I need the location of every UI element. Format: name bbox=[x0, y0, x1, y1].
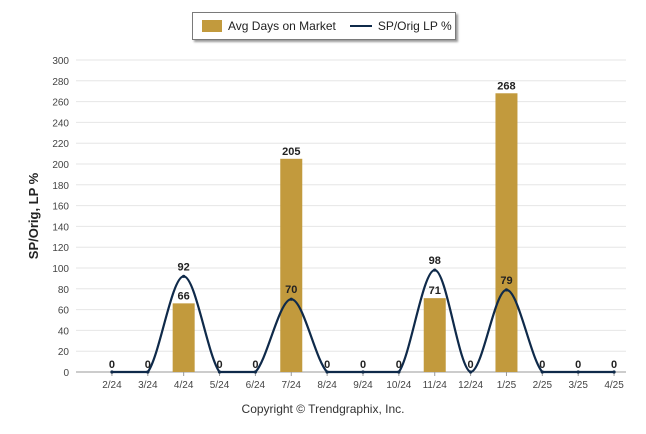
legend-bar-swatch bbox=[202, 20, 222, 32]
line-point bbox=[217, 370, 222, 374]
line-point bbox=[289, 297, 293, 301]
bar-data-label: 0 bbox=[539, 359, 545, 371]
bar-data-label: 0 bbox=[575, 359, 581, 371]
bar-data-label: 71 bbox=[429, 285, 441, 297]
y-tick-label: 200 bbox=[52, 160, 69, 171]
legend-item-line: SP/Orig LP % bbox=[349, 19, 452, 33]
x-tick-label: 11/24 bbox=[423, 380, 448, 391]
y-tick-label: 80 bbox=[58, 285, 70, 296]
legend: Avg Days on Market SP/Orig LP % bbox=[192, 12, 456, 40]
line-point bbox=[253, 370, 257, 374]
y-tick-label: 180 bbox=[52, 181, 69, 192]
line-point bbox=[540, 370, 544, 374]
y-tick-label: 100 bbox=[52, 264, 69, 275]
x-tick-label: 12/24 bbox=[458, 380, 483, 391]
bar-data-label: 0 bbox=[611, 359, 617, 371]
line-point bbox=[576, 370, 580, 374]
line-data-label: 98 bbox=[429, 255, 441, 267]
x-tick-label: 3/24 bbox=[138, 380, 158, 391]
line-point bbox=[182, 274, 186, 278]
x-tick-label: 2/25 bbox=[533, 380, 553, 391]
bar-data-label: 0 bbox=[216, 359, 222, 371]
y-axis-label: SP/Orig, LP % bbox=[26, 172, 41, 259]
y-tick-label: 0 bbox=[63, 368, 69, 379]
y-tick-label: 220 bbox=[52, 139, 69, 150]
line-data-label: 92 bbox=[178, 261, 190, 273]
bar-data-label: 0 bbox=[324, 359, 330, 371]
y-tick-label: 300 bbox=[52, 56, 69, 67]
bar-data-label: 0 bbox=[360, 359, 366, 371]
line-point bbox=[469, 370, 473, 374]
y-tick-label: 60 bbox=[58, 306, 70, 317]
legend-line-swatch bbox=[349, 25, 372, 27]
line-point bbox=[433, 268, 437, 272]
y-tick-label: 140 bbox=[52, 222, 69, 233]
x-tick-label: 6/24 bbox=[246, 380, 266, 391]
x-tick-label: 9/24 bbox=[353, 380, 373, 391]
x-tick-label: 10/24 bbox=[386, 380, 411, 391]
x-tick-label: 2/24 bbox=[102, 380, 122, 391]
bar bbox=[172, 303, 195, 372]
bar-data-label: 0 bbox=[252, 359, 258, 371]
y-tick-label: 20 bbox=[58, 347, 70, 358]
line-point bbox=[361, 370, 365, 374]
legend-line-label: SP/Orig LP % bbox=[377, 19, 452, 33]
line-data-label: 70 bbox=[285, 284, 297, 296]
legend-bar-label: Avg Days on Market bbox=[228, 19, 336, 33]
x-tick-label: 5/24 bbox=[210, 380, 230, 391]
bar-data-label: 268 bbox=[497, 80, 515, 92]
line-point bbox=[612, 370, 616, 374]
bar bbox=[423, 298, 446, 372]
bar-data-label: 0 bbox=[468, 359, 474, 371]
bar-data-label: 0 bbox=[145, 359, 151, 371]
line-point bbox=[325, 370, 329, 374]
bar-data-label: 0 bbox=[396, 359, 402, 371]
bar bbox=[280, 158, 303, 372]
x-tick-label: 1/25 bbox=[497, 380, 517, 391]
line-point bbox=[397, 370, 401, 374]
copyright: Copyright © Trendgraphix, Inc. bbox=[241, 402, 405, 416]
x-tick-label: 7/24 bbox=[282, 380, 302, 391]
y-tick-label: 240 bbox=[52, 118, 69, 129]
legend-item-bar: Avg Days on Market bbox=[202, 19, 336, 33]
bar-data-label: 0 bbox=[109, 359, 115, 371]
x-tick-label: 4/24 bbox=[174, 380, 194, 391]
y-tick-label: 120 bbox=[52, 243, 69, 254]
bar-data-label: 66 bbox=[178, 290, 190, 302]
x-tick-label: 3/25 bbox=[568, 380, 588, 391]
y-tick-label: 260 bbox=[52, 98, 69, 109]
line-point bbox=[110, 370, 114, 374]
x-tick-label: 4/25 bbox=[604, 380, 624, 391]
line-point bbox=[146, 370, 150, 374]
y-tick-label: 40 bbox=[58, 326, 70, 337]
line-data-label: 79 bbox=[500, 275, 512, 287]
bar-data-label: 205 bbox=[282, 146, 300, 158]
x-tick-label: 8/24 bbox=[317, 380, 337, 391]
y-tick-label: 160 bbox=[52, 202, 69, 213]
y-tick-label: 280 bbox=[52, 77, 69, 88]
bar bbox=[495, 93, 518, 372]
line-point bbox=[504, 288, 509, 292]
